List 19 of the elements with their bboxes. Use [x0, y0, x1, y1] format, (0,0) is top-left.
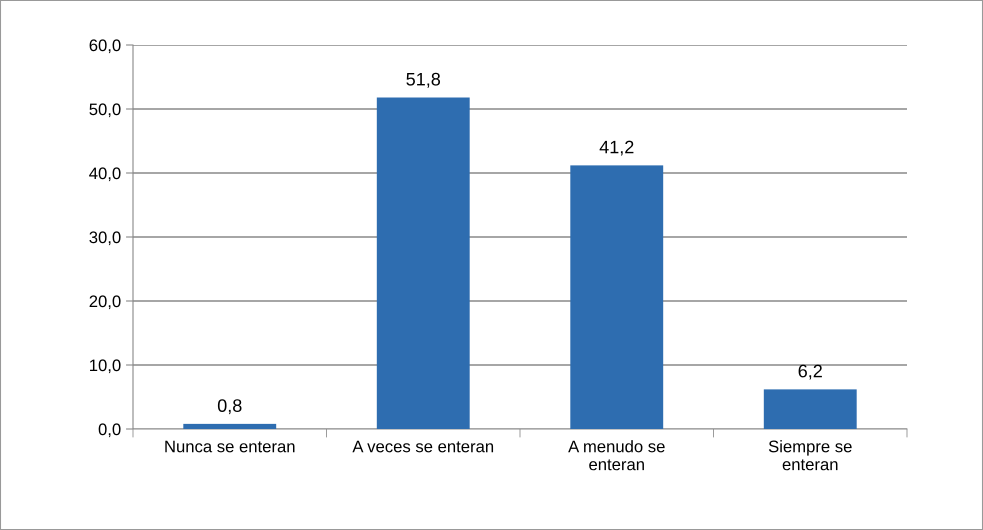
bar — [183, 424, 276, 429]
y-tick-label: 50,0 — [89, 103, 121, 118]
y-tick-label: 30,0 — [89, 231, 121, 246]
bar — [570, 165, 664, 429]
data-label: 6,2 — [798, 364, 822, 380]
y-tick-label: 10,0 — [90, 359, 121, 374]
data-label: 51,8 — [406, 72, 440, 88]
y-tick-label: 20,0 — [90, 295, 121, 310]
x-tick-label: A menudo se enteran — [568, 440, 665, 470]
data-label: 0,8 — [218, 399, 242, 414]
x-tick-label: A veces se enteran — [352, 440, 494, 452]
y-tick-label: 60,0 — [90, 39, 121, 54]
x-tick-label: Nunca se enteran — [165, 440, 294, 452]
y-tick-label: 40,0 — [89, 167, 121, 182]
y-tick-label: 0,0 — [98, 423, 121, 438]
bar — [764, 389, 857, 429]
bar — [376, 97, 470, 429]
data-label: 41,2 — [600, 140, 634, 156]
x-tick-label: Siempre se enteran — [768, 440, 852, 470]
